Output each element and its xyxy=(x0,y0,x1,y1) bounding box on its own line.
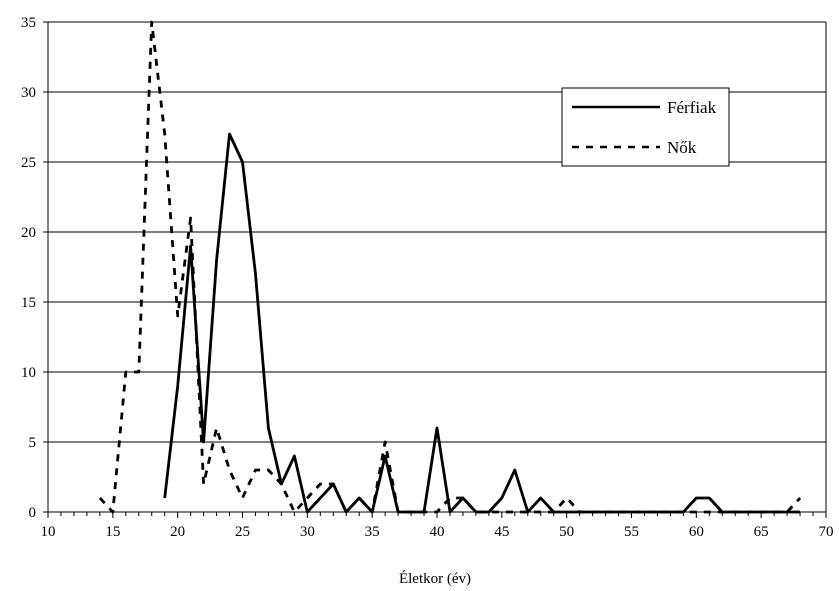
x-tick-label: 60 xyxy=(689,524,704,540)
series-lines xyxy=(98,20,802,514)
y-tick-label: 5 xyxy=(29,435,37,451)
x-tick-label: 40 xyxy=(430,524,445,540)
y-tick-labels: 0 5 10 15 20 25 30 35 xyxy=(21,15,36,521)
legend-label-nok: Nők xyxy=(667,138,697,157)
x-tick-label: 25 xyxy=(235,524,250,540)
x-tick-label: 30 xyxy=(300,524,315,540)
x-tick-label: 35 xyxy=(365,524,380,540)
x-tick-label: 55 xyxy=(624,524,639,540)
x-tick-label: 50 xyxy=(559,524,574,540)
x-tick-label: 65 xyxy=(754,524,769,540)
y-tick-label: 35 xyxy=(21,15,36,31)
y-tick-label: 30 xyxy=(21,85,36,101)
x-tick-label: 10 xyxy=(41,524,56,540)
legend-label-ferfiak: Férfiak xyxy=(667,98,717,117)
legend: Férfiak Nők xyxy=(561,87,730,167)
series-line-ferfiak xyxy=(163,132,801,514)
grid-lines xyxy=(48,21,826,443)
y-tick-label: 10 xyxy=(21,365,36,381)
y-tick-label: 0 xyxy=(29,505,37,521)
x-axis-title: Életkor (év) xyxy=(399,570,471,587)
y-tick-label: 25 xyxy=(21,155,36,171)
x-tick-labels: 10 15 20 25 30 35 40 45 50 55 60 65 70 xyxy=(41,524,834,540)
y-tick-label: 20 xyxy=(21,225,36,241)
x-tick-label: 15 xyxy=(105,524,120,540)
y-tick-label: 15 xyxy=(21,295,36,311)
x-tick-label: 45 xyxy=(494,524,509,540)
x-tick-label: 20 xyxy=(170,524,185,540)
legend-box xyxy=(561,87,730,167)
x-tick-label: 70 xyxy=(819,524,834,540)
